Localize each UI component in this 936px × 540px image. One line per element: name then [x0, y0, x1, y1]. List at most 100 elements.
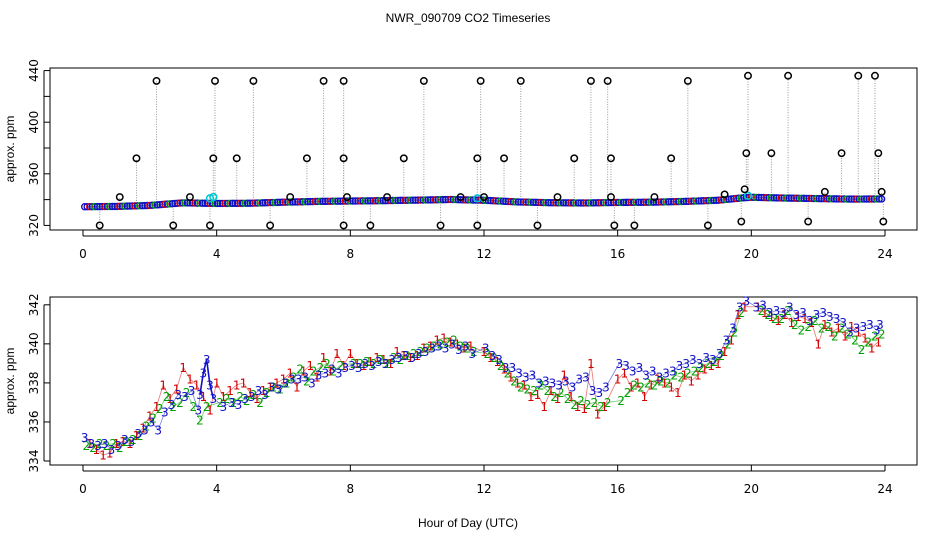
baseline-point: [662, 198, 670, 206]
baseline-point: [436, 195, 445, 204]
series-3-point: 3: [301, 371, 309, 385]
baseline-point: [108, 202, 116, 211]
series-1-point: 1: [554, 392, 562, 406]
series-2-point: 2: [357, 357, 365, 371]
cyan-point: [209, 192, 218, 202]
baseline-point: [341, 197, 350, 205]
series-3-point: 3: [288, 373, 296, 387]
series-3-point: 3: [689, 353, 697, 367]
baseline-point: [770, 194, 778, 202]
baseline-point: [369, 197, 377, 205]
series-3-point: 3: [489, 349, 497, 363]
calibration-point: [871, 71, 879, 80]
baseline-point: [131, 202, 139, 210]
baseline-point: [687, 197, 695, 205]
baseline-point: [151, 201, 159, 209]
baseline-point: [649, 198, 658, 206]
series-1-point: 1: [440, 332, 448, 346]
series-1-point: 1: [266, 380, 274, 394]
series-2-point: 2: [450, 333, 458, 347]
baseline-point: [311, 197, 319, 206]
baseline-point: [176, 199, 184, 207]
baseline-point: [619, 198, 628, 207]
baseline-point: [331, 197, 339, 205]
series-1-point: 1: [641, 390, 649, 404]
baseline-point: [627, 198, 635, 207]
baseline-point: [446, 195, 455, 204]
series-2-point: 2: [617, 394, 625, 408]
series-3-point: 3: [348, 359, 356, 373]
series-1-point: 1: [280, 373, 288, 387]
series-3-point: 3: [181, 390, 189, 404]
series-1-point: 1: [814, 337, 822, 351]
baseline-point: [602, 198, 610, 207]
baseline-point: [309, 197, 317, 206]
series-1-point: 1: [300, 365, 308, 379]
calibration-point: [720, 190, 729, 199]
series-3-point: 3: [199, 367, 207, 381]
top-xtick-label: 20: [744, 247, 759, 261]
baseline-point: [181, 199, 189, 207]
series-2-point: 2: [350, 357, 358, 371]
series-1-point: 1: [741, 300, 749, 314]
baseline-point: [291, 198, 299, 206]
series-1-point: 1: [587, 357, 595, 371]
calibration-point: [456, 193, 465, 201]
series-3-point: 3: [716, 347, 724, 361]
series-1-point: 1: [480, 345, 488, 359]
baseline-point: [324, 197, 332, 205]
calibration-point: [302, 154, 311, 163]
series-2-point: 2: [323, 357, 331, 371]
series-2-point: 2: [871, 330, 879, 344]
baseline-point: [667, 198, 675, 206]
baseline-point: [584, 199, 593, 207]
series-1-point: 1: [119, 435, 127, 449]
baseline-point: [419, 196, 427, 204]
calibration-point: [570, 154, 579, 163]
baseline-point: [278, 198, 287, 206]
series-3-point: 3: [468, 347, 476, 361]
series-1-point: 1: [260, 384, 268, 398]
baseline-point: [171, 199, 179, 208]
calibration-point: [266, 221, 275, 230]
baseline-point: [349, 197, 357, 205]
baseline-point: [364, 197, 372, 205]
series-2-point: 2: [397, 353, 405, 367]
calibration-point: [436, 221, 445, 230]
series-1-point: 1: [433, 333, 441, 347]
calibration-point: [740, 185, 749, 194]
baseline-point: [567, 199, 575, 207]
calibration-point: [854, 71, 863, 80]
calibration-point: [737, 217, 746, 226]
series-3-point: 3: [542, 374, 550, 388]
baseline-point: [795, 194, 803, 202]
x-axis-label: Hour of Day (UTC): [418, 516, 518, 530]
series-2-point: 2: [310, 365, 318, 379]
baseline-point: [243, 199, 252, 207]
series-1-point: 1: [821, 318, 829, 332]
series-3-point: 3: [203, 353, 211, 367]
baseline-point: [223, 199, 232, 208]
baseline-point: [812, 194, 821, 203]
series-2-point: 2: [410, 347, 418, 361]
baseline-point: [396, 196, 405, 205]
top-baseline-series: [80, 191, 886, 211]
series-2-point: 2: [550, 390, 558, 404]
baseline-point: [757, 193, 766, 202]
baseline-point: [218, 199, 227, 208]
baseline-point: [867, 195, 876, 203]
baseline-point: [712, 196, 720, 205]
series-1-point: 1: [874, 335, 882, 349]
series-1-point: 1: [841, 330, 849, 344]
series-2-point: 2: [604, 396, 612, 410]
series-3-point: 3: [866, 318, 874, 332]
baseline-point: [321, 197, 329, 206]
baseline-point: [136, 202, 144, 210]
bottom-xtick-label: 16: [610, 482, 625, 496]
series-1-point: 1: [387, 357, 395, 371]
series-1-point: 1: [213, 376, 221, 390]
series-1-line: [89, 306, 879, 456]
series-1-point: 1: [159, 378, 167, 392]
